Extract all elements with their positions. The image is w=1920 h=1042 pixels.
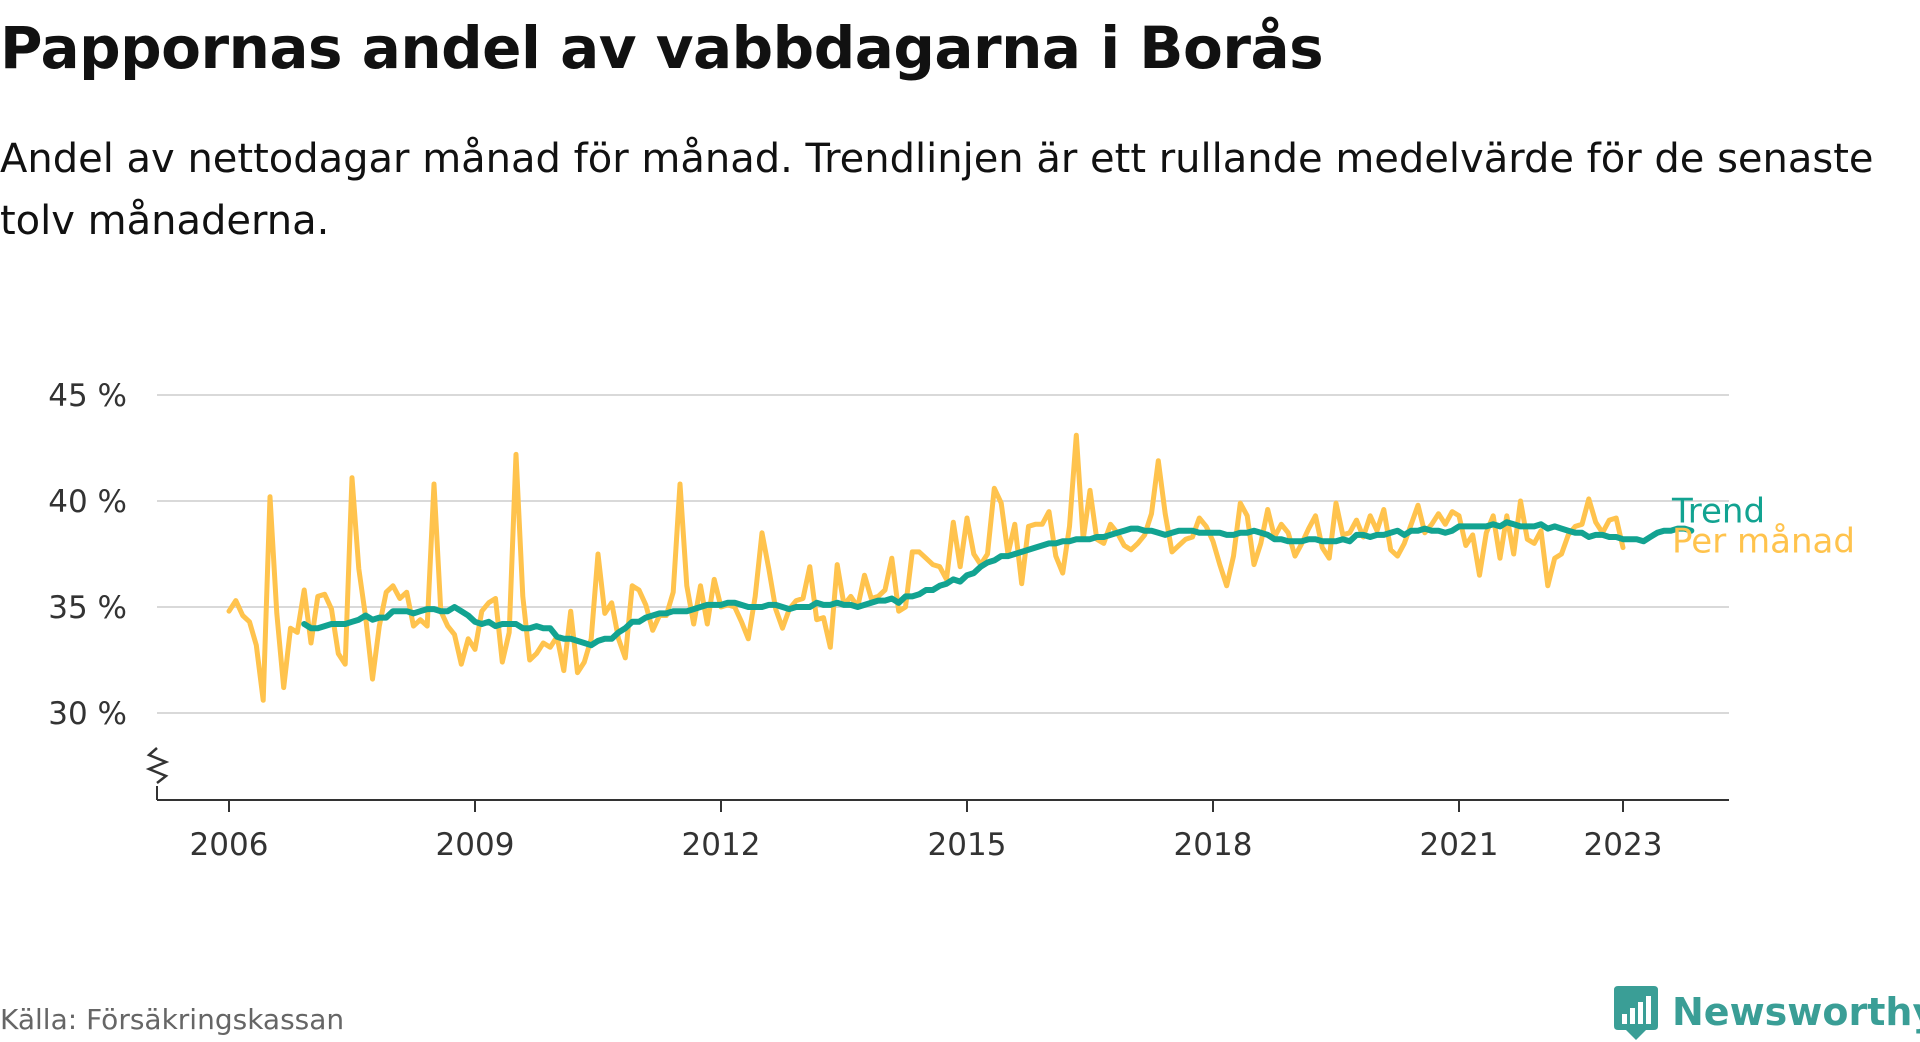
- x-tick-label: 2023: [1584, 827, 1663, 863]
- x-tick-label: 2015: [928, 827, 1007, 863]
- y-tick-label: 45 %: [48, 378, 127, 414]
- axis-break-icon: [145, 747, 170, 784]
- line-chart: 30 % 35 % 40 % 45 % 2006 2009 2012 2015 2018 202…: [48, 378, 1855, 863]
- monthly-label: Per månad: [1672, 522, 1855, 562]
- gridlines: [157, 394, 1729, 714]
- trend-label: Trend: [1671, 492, 1765, 532]
- monthly-line: [226, 432, 1626, 703]
- x-ticks: 2006 2009 2012 2015 2018 2021 2023: [190, 800, 1663, 863]
- x-tick-label: 2006: [190, 827, 269, 863]
- y-tick-label: 40 %: [48, 484, 127, 520]
- y-tick-labels: 30 % 35 % 40 % 45 %: [48, 378, 127, 732]
- newsworthy-logo-text: Newsworthy: [1672, 990, 1920, 1034]
- newsworthy-logo[interactable]: Newsworthy: [1612, 982, 1920, 1042]
- chart-subtitle: Andel av nettodagar månad för månad. Tre…: [0, 136, 1874, 244]
- source-note: Källa: Försäkringskassan: [0, 1003, 345, 1036]
- newsworthy-logo-icon: [1614, 986, 1658, 1040]
- x-tick-label: 2021: [1420, 827, 1499, 863]
- x-tick-label: 2009: [436, 827, 515, 863]
- x-tick-label: 2018: [1174, 827, 1253, 863]
- x-tick-label: 2012: [682, 827, 761, 863]
- series: [226, 432, 1695, 703]
- y-tick-label: 35 %: [48, 590, 127, 626]
- axes: [145, 747, 1729, 801]
- y-tick-label: 30 %: [48, 696, 127, 732]
- chart-title: Pappornas andel av vabbdagarna i Borås: [0, 14, 1324, 82]
- trend-line: [301, 519, 1695, 649]
